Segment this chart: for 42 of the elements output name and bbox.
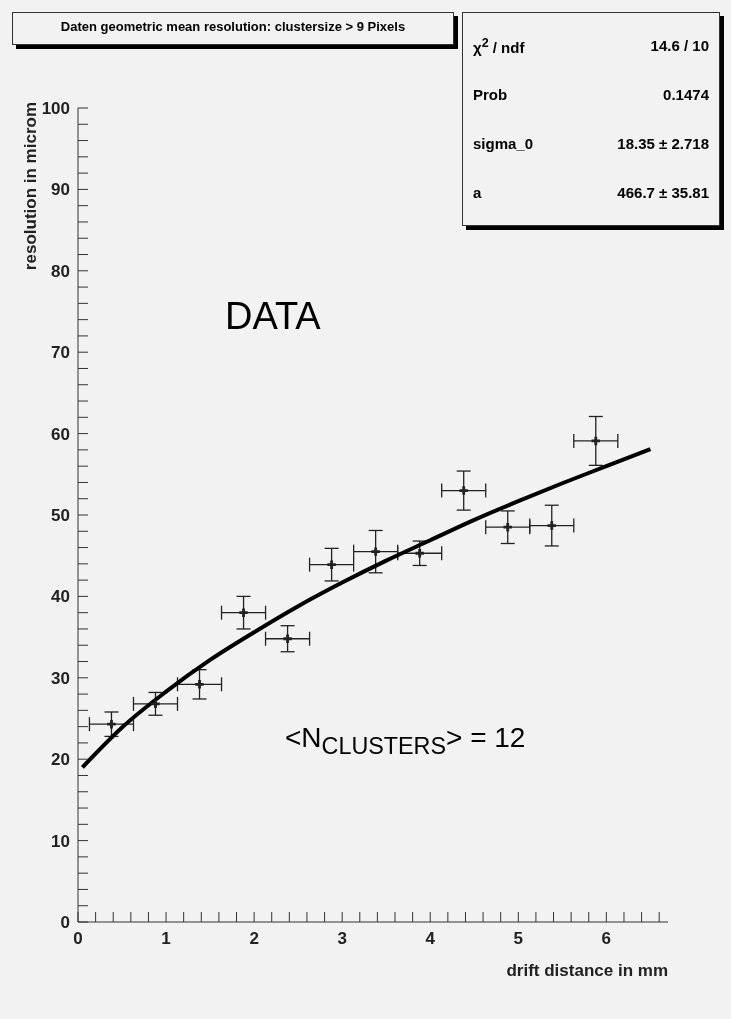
y-tick-label: 80 [51, 261, 70, 281]
text: 0.1474 [663, 86, 709, 103]
y-tick-label: 100 [41, 99, 70, 119]
y-tick-label: 50 [51, 506, 70, 526]
annotation: DATA [225, 295, 321, 338]
point [239, 608, 248, 617]
point [283, 634, 292, 643]
x-tick-label: 6 [601, 929, 612, 949]
y-axis-title: resolution in microm [20, 102, 41, 271]
y-tick-label: 60 [51, 424, 70, 444]
x-tick-label: 5 [513, 929, 524, 949]
x-tick-label: 4 [425, 929, 436, 949]
x-tick-label: 2 [249, 929, 259, 949]
line-series [80, 447, 653, 770]
y-tick-label: 30 [51, 668, 70, 688]
annotation: <N$_{CLUSTERS}$> = 12 [285, 722, 526, 760]
point [503, 522, 512, 532]
annotation: sigma_0 [473, 135, 534, 152]
point [195, 680, 204, 689]
x-tick-label: 0 [73, 929, 83, 949]
x-axis-title: drift distance in mm [506, 961, 668, 981]
y-tick-label: 90 [51, 180, 70, 200]
text: Prob [473, 86, 508, 103]
y-tick-label: 10 [51, 831, 70, 851]
point [459, 486, 468, 495]
annotation: a [473, 184, 482, 201]
y-tick-label: 40 [51, 587, 70, 607]
point [107, 719, 116, 729]
text: χ$^{2}$ / ndf [473, 35, 525, 56]
y-tick-label: 20 [51, 750, 70, 770]
point [547, 521, 556, 530]
point [327, 560, 336, 569]
x-tick-label: 1 [161, 929, 171, 949]
y-tick-label: 0 [60, 913, 70, 933]
x-tick-label: 3 [337, 929, 347, 949]
annotation: 18.35 ± 2.718 [617, 135, 709, 152]
y-tick-label: 70 [51, 343, 70, 363]
annotation: 466.7 ± 35.81 [617, 184, 709, 201]
point [415, 549, 424, 558]
text: 14.6 / 10 [650, 37, 709, 54]
point [151, 699, 160, 709]
point [371, 547, 380, 556]
